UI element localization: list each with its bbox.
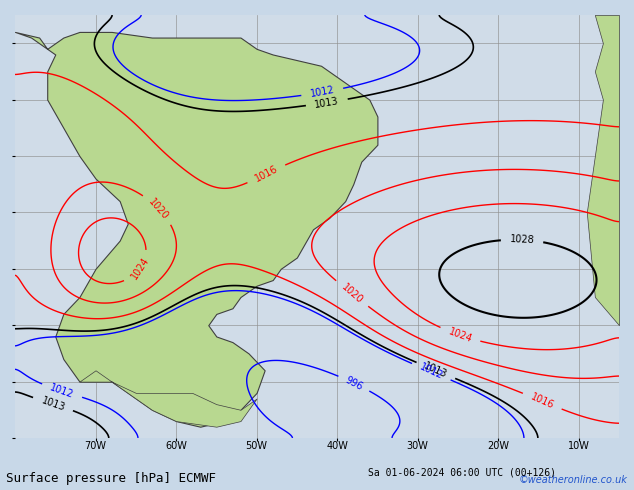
Text: 996: 996	[344, 374, 365, 392]
Text: 1016: 1016	[529, 392, 555, 411]
Text: 60W: 60W	[165, 441, 187, 451]
Text: 1024: 1024	[447, 326, 474, 344]
Text: 1020: 1020	[339, 282, 365, 306]
Text: 10W: 10W	[568, 441, 590, 451]
Text: 1028: 1028	[510, 234, 534, 245]
Text: 70W: 70W	[84, 441, 107, 451]
Text: 30W: 30W	[407, 441, 429, 451]
Text: 1012: 1012	[49, 382, 75, 400]
Text: 1020: 1020	[146, 196, 171, 221]
Text: ©weatheronline.co.uk: ©weatheronline.co.uk	[519, 475, 628, 485]
Text: 1012: 1012	[309, 85, 335, 99]
Text: 40W: 40W	[327, 441, 348, 451]
Text: 1013: 1013	[40, 395, 66, 413]
Text: 1012: 1012	[418, 362, 444, 381]
Text: 20W: 20W	[487, 441, 509, 451]
Text: 1013: 1013	[423, 361, 449, 380]
Text: 50W: 50W	[245, 441, 268, 451]
Text: 1013: 1013	[314, 96, 340, 110]
Text: 1024: 1024	[129, 255, 151, 281]
Text: Sa 01-06-2024 06:00 UTC (00+126): Sa 01-06-2024 06:00 UTC (00+126)	[368, 468, 556, 478]
Text: 1016: 1016	[253, 164, 280, 184]
Text: Surface pressure [hPa] ECMWF: Surface pressure [hPa] ECMWF	[6, 472, 216, 485]
